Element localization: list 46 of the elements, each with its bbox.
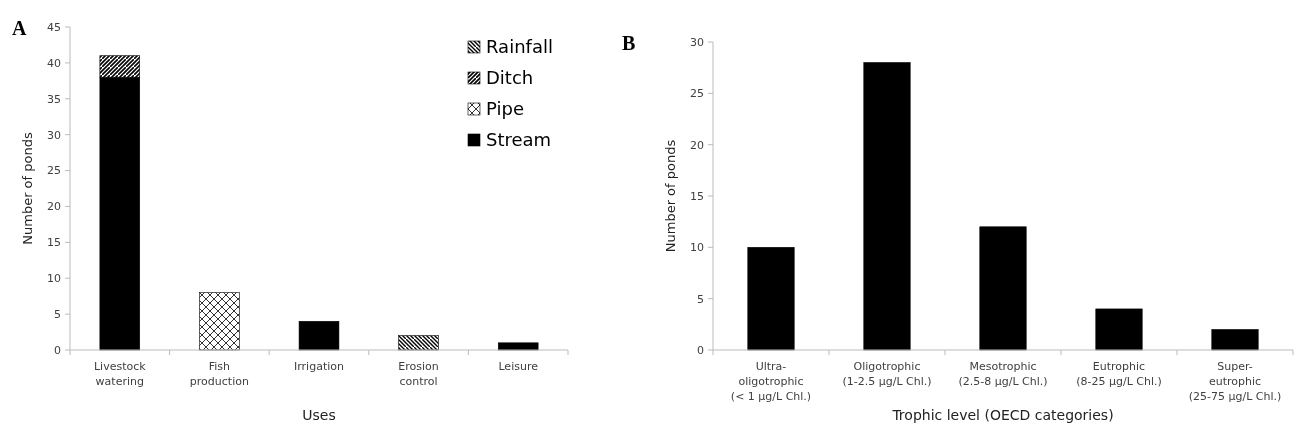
y-tick-label: 15 (690, 189, 704, 203)
bar (497, 342, 539, 351)
y-tick-label: 0 (54, 343, 61, 357)
legend-label: Ditch (486, 67, 534, 88)
x-axis-title: Uses (302, 407, 336, 423)
y-tick-label: 25 (47, 164, 61, 178)
legend-label: Pipe (486, 98, 524, 119)
chart-title: B (622, 32, 636, 54)
bar (747, 247, 795, 351)
bar (398, 335, 439, 351)
y-tick-label: 0 (697, 343, 704, 357)
y-axis-title: Number of ponds (20, 132, 35, 245)
x-tick-label: Oligotrophic (1-2.5 µg/L Chl.) (842, 360, 932, 388)
legend-label: Stream (486, 129, 552, 150)
y-tick-label: 5 (697, 292, 704, 306)
y-tick-label: 10 (690, 241, 704, 255)
y-tick-label: 30 (47, 128, 61, 142)
x-tick-label: Ultra- oligotrophic (< 1 µg/L Chl.) (730, 360, 812, 403)
bar (1095, 308, 1143, 351)
bar (298, 320, 340, 351)
y-axis-title: Number of ponds (663, 139, 678, 253)
y-tick-label: 40 (47, 56, 61, 70)
x-axis-title: Trophic level (OECD categories) (891, 407, 1114, 423)
y-tick-label: 20 (690, 138, 704, 152)
x-tick-label: Super- eutrophic (25-75 µg/L Chl.) (1188, 360, 1282, 403)
y-tick-label: 15 (47, 236, 61, 250)
y-tick-label: 5 (54, 307, 61, 321)
x-tick-label: Mesotrophic (2.5-8 µg/L Chl.) (958, 360, 1048, 388)
y-tick-label: 10 (47, 272, 61, 286)
x-tick-label: Fish production (189, 360, 249, 388)
x-tick-label: Eutrophic (8-25 µg/L Chl.) (1076, 360, 1162, 388)
y-tick-label: 30 (690, 35, 704, 49)
bar (979, 226, 1027, 351)
y-tick-label: 45 (47, 20, 61, 34)
bar (199, 292, 240, 351)
chart-title: A (12, 17, 27, 39)
y-tick-label: 20 (47, 200, 61, 214)
bar (1211, 329, 1259, 351)
x-tick-label: Irrigation (294, 360, 344, 373)
y-tick-label: 35 (47, 92, 61, 106)
bar (863, 62, 911, 351)
x-tick-label: Livestock watering (93, 360, 147, 388)
x-tick-label: Leisure (498, 360, 539, 373)
legend-label: Rainfall (486, 36, 553, 57)
x-tick-label: Erosion control (398, 360, 439, 388)
y-tick-label: 25 (690, 87, 704, 101)
